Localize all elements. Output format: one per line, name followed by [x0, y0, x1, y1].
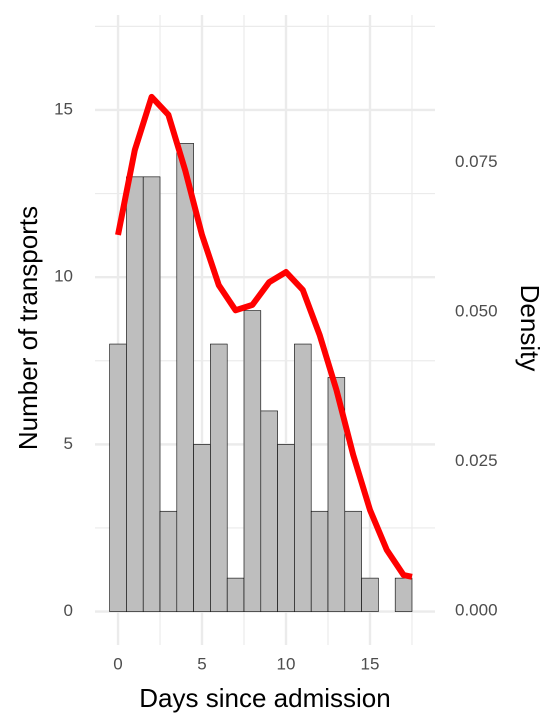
bar	[361, 577, 379, 612]
bar	[243, 310, 262, 612]
bar	[226, 577, 245, 612]
lines	[115, 93, 413, 580]
bar	[260, 410, 278, 612]
bar	[277, 444, 295, 612]
x-axis-title: Days since admission	[139, 683, 390, 713]
bar	[210, 343, 228, 612]
x-tick-label: 10	[277, 654, 296, 673]
y-tick-label: 15	[54, 99, 73, 118]
bar	[327, 377, 346, 612]
bar	[109, 343, 127, 612]
y2-tick-label: 0.050	[455, 302, 498, 321]
bar	[294, 343, 312, 612]
bar	[142, 176, 161, 612]
bar	[344, 510, 362, 612]
x-tick-label: 15	[361, 654, 380, 673]
bars	[109, 143, 413, 612]
y2-tick-label: 0.075	[455, 152, 498, 171]
y2-tick-label: 0.000	[455, 600, 498, 619]
y-tick-label: 10	[54, 267, 73, 286]
bar	[193, 444, 211, 612]
density-line	[115, 93, 413, 580]
bar	[310, 510, 329, 612]
bar	[394, 577, 413, 612]
x-tick-label: 0	[113, 654, 122, 673]
bar	[176, 143, 194, 612]
y-axis-title: Number of transports	[13, 206, 43, 450]
y-tick-label: 0	[64, 601, 73, 620]
x-tick-label: 5	[197, 654, 206, 673]
y-tick-label: 5	[64, 434, 73, 453]
bar	[126, 176, 144, 612]
y2-axis-title: Density	[515, 285, 545, 372]
bar	[159, 510, 178, 612]
y2-tick-label: 0.025	[455, 451, 498, 470]
